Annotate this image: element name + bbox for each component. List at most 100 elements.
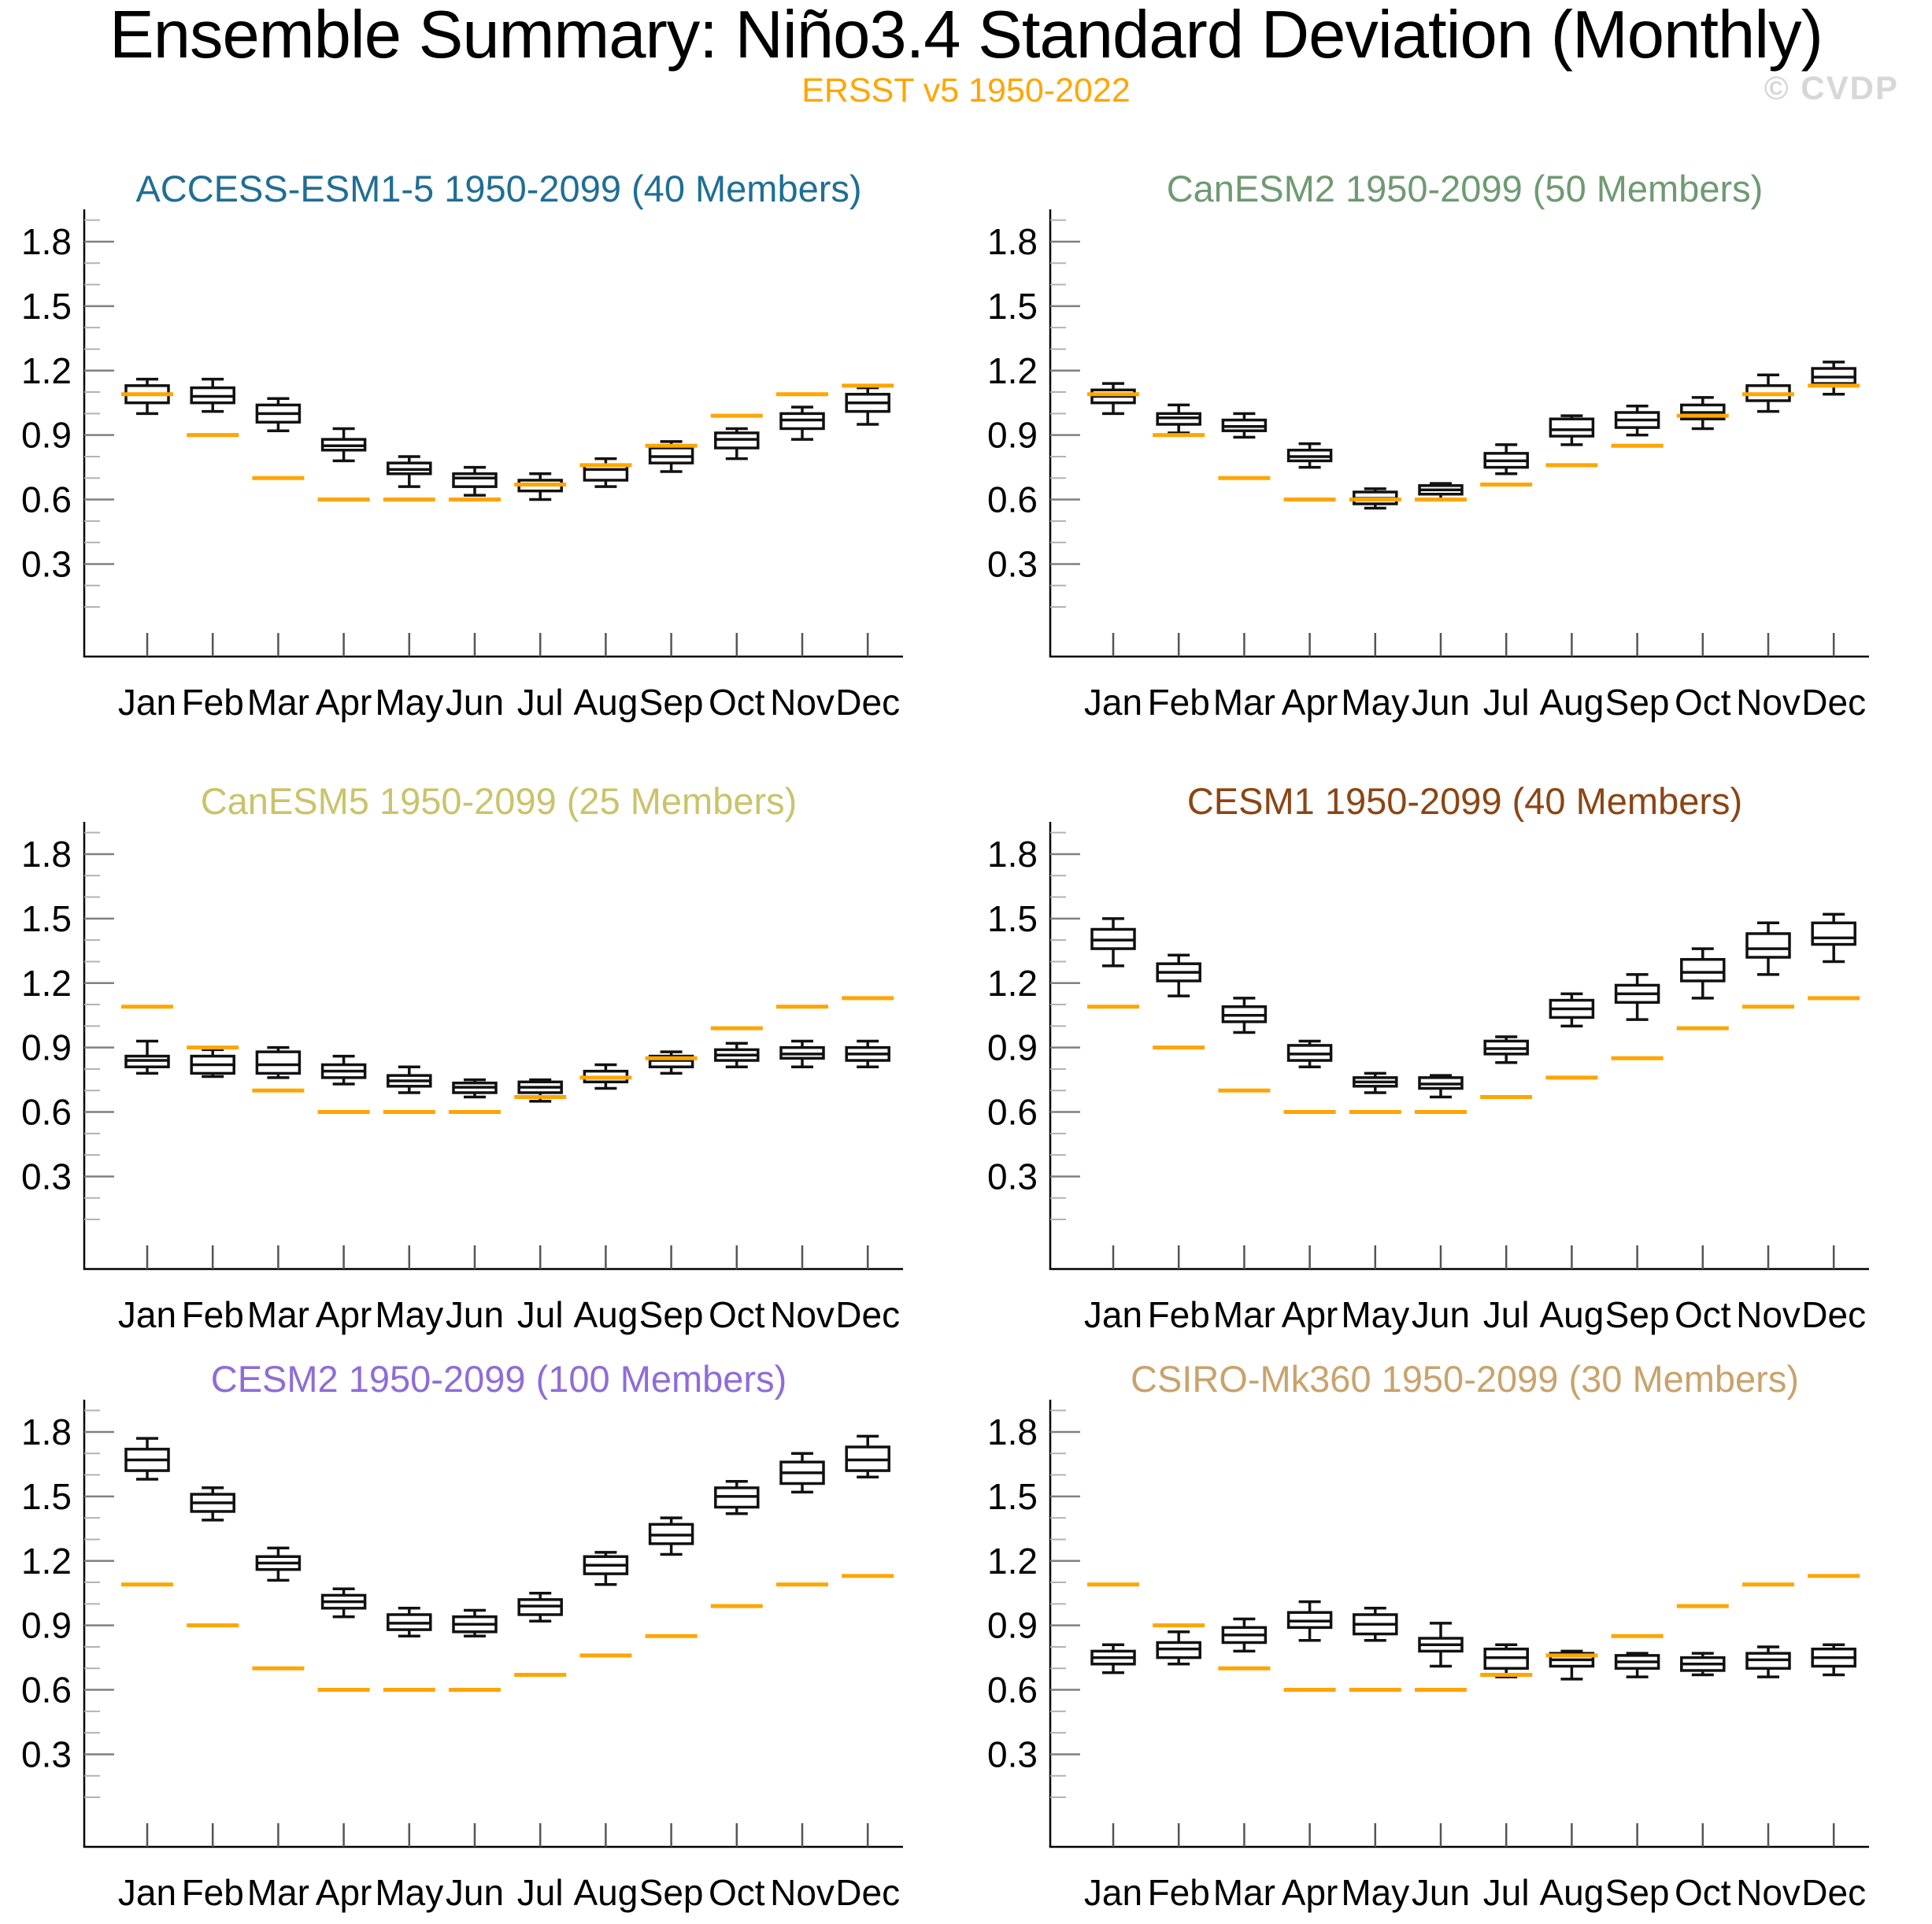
y-tick-label: 0.6: [987, 479, 1038, 520]
boxes: [124, 1434, 890, 1638]
y-tick-label: 0.3: [21, 543, 72, 584]
box-mar: [255, 1045, 302, 1079]
box-aug: [1549, 414, 1595, 446]
x-tick-label: Oct: [1675, 682, 1731, 723]
obs-reference-lines: [121, 1574, 894, 1693]
x-tick-label: Jun: [1412, 1294, 1470, 1335]
box-may: [387, 1607, 432, 1638]
x-tick-label: Jul: [1483, 1294, 1530, 1335]
box-jan: [124, 1039, 170, 1075]
figure-subtitle: ERSST v5 1950-2022: [801, 72, 1131, 110]
box-mar: [255, 1546, 302, 1582]
y-tick-label: 1.2: [987, 1541, 1038, 1582]
x-tick-label: Aug: [1539, 1294, 1604, 1335]
box-oct: [1680, 396, 1726, 431]
x-tick-label: Dec: [1801, 1294, 1866, 1335]
y-tick-label: 0.6: [987, 1670, 1038, 1711]
figure-header: Ensemble Summary: Niño3.4 Standard Devia…: [0, 0, 1932, 110]
box-mar: [1221, 1617, 1268, 1653]
y-tick-label: 1.8: [987, 1412, 1038, 1452]
x-tick-label: Jul: [517, 682, 564, 723]
x-tick-label: Feb: [182, 1872, 244, 1913]
box-aug: [583, 1551, 629, 1586]
box-jan: [124, 377, 170, 416]
y-tick-label: 1.2: [987, 963, 1038, 1004]
y-tick-label: 1.8: [987, 834, 1038, 875]
cvdp-watermark: © CVDP: [1764, 69, 1899, 106]
obs-reference-lines: [1087, 383, 1860, 502]
box-jun: [452, 1078, 498, 1099]
y-tick-label: 0.6: [21, 1670, 72, 1711]
box-oct: [714, 1042, 760, 1068]
y-tick-label: 1.5: [987, 898, 1038, 939]
box-jan: [1090, 382, 1136, 416]
box-mar: [255, 397, 302, 432]
boxplot-canvas: 0.3 0.6 0.9 1.2 1.5 1.8 Jan Feb Mar Apr May Jun Jul A…: [987, 209, 1869, 723]
x-tick-label: Apr: [316, 1872, 372, 1913]
x-tick-label: Sep: [639, 682, 704, 723]
x-tick-label: Mar: [247, 1872, 309, 1913]
box-nov: [779, 1452, 825, 1494]
boxplot-canvas: 0.3 0.6 0.9 1.2 1.5 1.8 Jan Feb Mar Apr May Jun Jul A…: [21, 1400, 903, 1913]
panel-title: ACCESS-ESM1-5 1950-2099 (40 Members): [135, 168, 862, 209]
box-oct: [1680, 947, 1726, 1000]
x-tick-label: Dec: [1801, 1872, 1866, 1913]
box-feb: [190, 377, 235, 413]
box-jul: [517, 472, 563, 501]
y-tick-label: 1.2: [21, 1541, 72, 1582]
box-feb: [1156, 1630, 1201, 1666]
y-tick-label: 0.9: [21, 415, 72, 456]
y-tick-label: 1.5: [987, 286, 1038, 327]
box-feb: [1156, 403, 1201, 435]
box-may: [387, 455, 432, 488]
box-dec: [845, 386, 890, 426]
x-tick-label: Jun: [1412, 682, 1470, 723]
x-tick-label: Sep: [1605, 682, 1670, 723]
y-tick-label: 0.6: [21, 479, 72, 520]
box-sep: [1614, 405, 1660, 437]
box-sep: [1614, 973, 1660, 1021]
box-apr: [320, 427, 367, 463]
axes: 0.3 0.6 0.9 1.2 1.5 1.8 Jan Feb Mar Apr May Jun Jul A…: [987, 209, 1869, 723]
obs-reference-lines: [121, 996, 894, 1115]
axes: 0.3 0.6 0.9 1.2 1.5 1.8 Jan Feb Mar Apr May Jun Jul A…: [987, 1400, 1869, 1913]
x-tick-label: Jan: [118, 1294, 176, 1335]
panel-title: CanESM5 1950-2099 (25 Members): [200, 780, 798, 822]
x-tick-label: Sep: [1605, 1294, 1670, 1335]
x-tick-label: Jul: [1483, 682, 1530, 723]
box-apr: [320, 1587, 367, 1619]
x-tick-label: Feb: [182, 1294, 244, 1335]
y-tick-label: 1.8: [21, 834, 72, 875]
x-tick-label: Mar: [1213, 1294, 1275, 1335]
x-tick-label: Apr: [316, 682, 372, 723]
y-tick-label: 0.3: [987, 1156, 1038, 1197]
x-tick-label: Apr: [1282, 1294, 1338, 1335]
x-tick-label: Jun: [446, 1872, 504, 1913]
x-tick-label: May: [1341, 682, 1409, 723]
y-tick-label: 1.2: [21, 963, 72, 1004]
box-apr: [1286, 1600, 1333, 1642]
x-tick-label: Oct: [709, 682, 765, 723]
x-tick-label: Aug: [573, 1872, 638, 1913]
box-jul: [1483, 1643, 1529, 1678]
x-tick-label: Sep: [639, 1872, 704, 1913]
x-tick-label: Nov: [1736, 682, 1801, 723]
panel-title: CESM1 1950-2099 (40 Members): [1186, 780, 1743, 822]
box-dec: [1811, 912, 1856, 964]
box-mar: [1221, 997, 1268, 1034]
y-tick-label: 0.9: [987, 415, 1038, 456]
box-jan: [124, 1437, 170, 1481]
box-feb: [1156, 953, 1201, 997]
y-tick-label: 0.3: [987, 543, 1038, 584]
x-tick-label: Dec: [1801, 682, 1866, 723]
x-tick-label: Jul: [1483, 1872, 1530, 1913]
box-nov: [779, 1039, 825, 1068]
box-jun: [1418, 1622, 1464, 1668]
x-tick-label: Sep: [1605, 1872, 1670, 1913]
y-tick-label: 0.6: [21, 1092, 72, 1133]
axes: 0.3 0.6 0.9 1.2 1.5 1.8 Jan Feb Mar Apr May Jun Jul A…: [987, 822, 1869, 1335]
x-tick-label: Apr: [316, 1294, 372, 1335]
x-tick-label: Dec: [835, 682, 900, 723]
box-feb: [190, 1486, 235, 1522]
x-tick-label: Aug: [1539, 682, 1604, 723]
